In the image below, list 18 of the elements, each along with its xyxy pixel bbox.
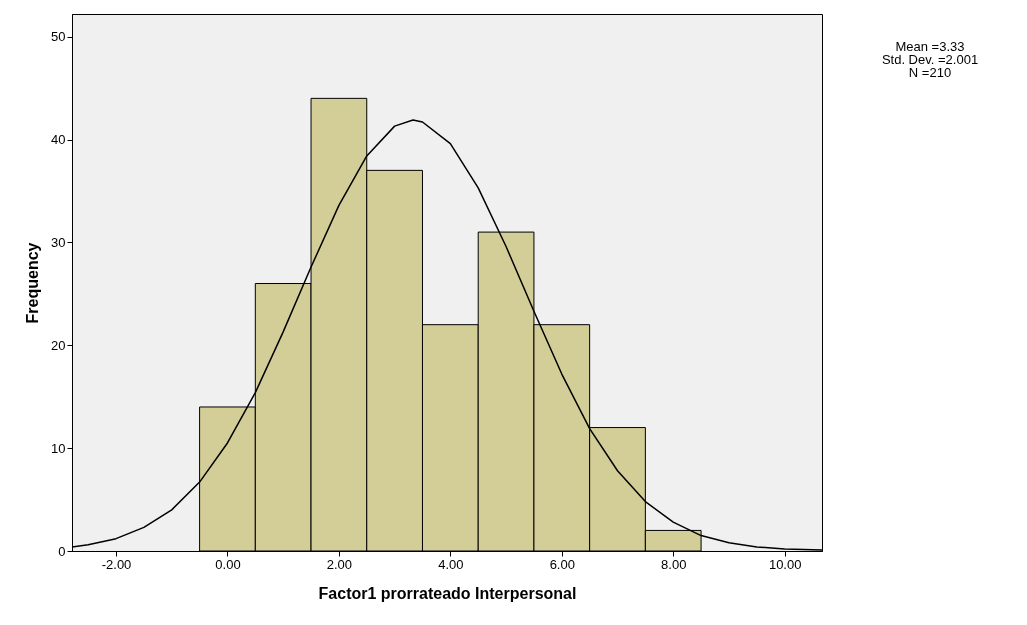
y-axis-title: Frequency (24, 242, 42, 324)
text: Std. Dev. =2.001 (880, 52, 980, 67)
x-axis-title: Factor1 prorrateado Interpersonal (318, 584, 577, 602)
x-tick-label: 6.00 (549, 556, 575, 572)
y-tick-label: 40 (51, 132, 66, 148)
y-tick-label: 20 (51, 337, 66, 353)
x-tick-label: 2.00 (326, 556, 353, 572)
x-tick-label: 4.00 (438, 556, 464, 572)
text: N =210 (907, 65, 953, 80)
y-tick-label: 10 (51, 440, 66, 456)
x-tick-label: 8.00 (661, 556, 687, 572)
x-tick-label: 10.00 (768, 556, 802, 572)
x-tick-label: -2.00 (101, 556, 132, 572)
y-tick-label: 30 (51, 234, 66, 250)
y-tick-label: 0 (58, 543, 66, 559)
x-tick-label: 0.00 (215, 556, 241, 572)
text: Mean =3.33 (894, 39, 966, 54)
y-tick-label: 50 (51, 29, 66, 45)
